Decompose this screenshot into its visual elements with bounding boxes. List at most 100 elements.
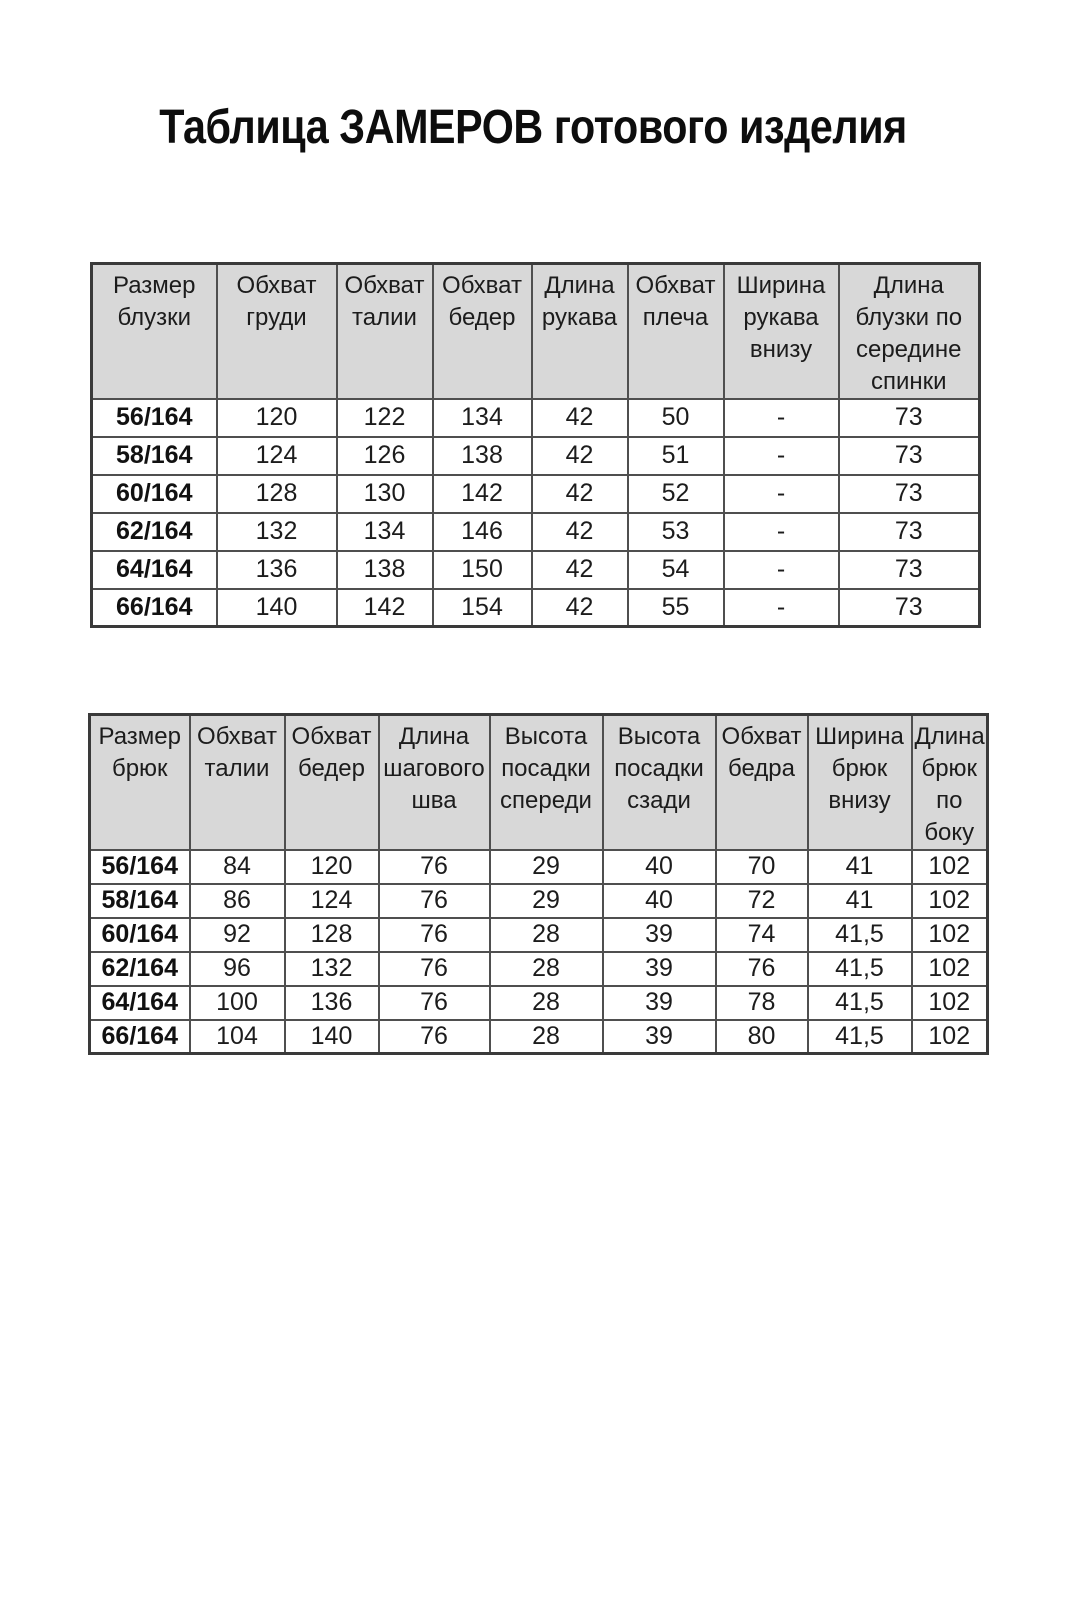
table-row: 64/164 100 136 76 28 39 78 41,5 102 <box>88 984 989 1021</box>
value-cell: 150 <box>431 549 533 590</box>
value-cell: 132 <box>215 511 338 552</box>
value-cell: 41 <box>806 882 913 919</box>
value-cell: 42 <box>530 587 629 628</box>
table-row: 56/164 84 120 76 29 40 70 41 102 <box>88 848 989 885</box>
value-cell: 128 <box>283 916 380 953</box>
value-cell: 136 <box>283 984 380 1021</box>
value-cell: 42 <box>530 511 629 552</box>
value-cell: - <box>722 397 840 438</box>
column-header: Обхват талии <box>335 262 434 400</box>
value-cell: 41,5 <box>806 950 913 987</box>
value-cell: 134 <box>335 511 434 552</box>
column-header: Размер блузки <box>90 262 218 400</box>
value-cell: 78 <box>714 984 809 1021</box>
column-header: Длина рукава <box>530 262 629 400</box>
value-cell: 28 <box>488 1018 604 1055</box>
value-cell: 41,5 <box>806 916 913 953</box>
value-cell: 102 <box>910 950 989 987</box>
value-cell: 130 <box>335 473 434 514</box>
size-cell: 62/164 <box>90 511 218 552</box>
value-cell: 76 <box>377 916 491 953</box>
value-cell: 102 <box>910 916 989 953</box>
value-cell: 120 <box>215 397 338 438</box>
value-cell: 122 <box>335 397 434 438</box>
value-cell: 53 <box>626 511 725 552</box>
column-header: Высота посадки сзади <box>601 713 717 851</box>
table-row: 64/164 136 138 150 42 54-73 <box>90 549 981 590</box>
header-row: Размер брюк Обхват талии Обхват бедер Длина… <box>88 713 989 851</box>
value-cell: 76 <box>377 1018 491 1055</box>
size-cell: 62/164 <box>88 950 191 987</box>
column-header: Обхват плеча <box>626 262 725 400</box>
value-cell: 86 <box>188 882 286 919</box>
value-cell: 120 <box>283 848 380 885</box>
value-cell: - <box>722 587 840 628</box>
value-cell: 41 <box>806 848 913 885</box>
column-header: Длина шагового шва <box>377 713 491 851</box>
value-cell: 73 <box>837 587 981 628</box>
value-cell: 138 <box>335 549 434 590</box>
value-cell: 124 <box>215 435 338 476</box>
table-row: 62/164 132 134 146 42 53-73 <box>90 511 981 552</box>
value-cell: 76 <box>377 950 491 987</box>
value-cell: 52 <box>626 473 725 514</box>
value-cell: 39 <box>601 916 717 953</box>
value-cell: 50 <box>626 397 725 438</box>
value-cell: 74 <box>714 916 809 953</box>
value-cell: 39 <box>601 984 717 1021</box>
value-cell: 146 <box>431 511 533 552</box>
column-header: Длина брюк по боку <box>910 713 989 851</box>
value-cell: 128 <box>215 473 338 514</box>
size-cell: 56/164 <box>88 848 191 885</box>
column-header: Обхват бедер <box>283 713 380 851</box>
value-cell: 73 <box>837 397 981 438</box>
size-cell: 58/164 <box>90 435 218 476</box>
value-cell: 29 <box>488 882 604 919</box>
value-cell: 55 <box>626 587 725 628</box>
value-cell: 154 <box>431 587 533 628</box>
value-cell: 76 <box>714 950 809 987</box>
size-cell: 66/164 <box>90 587 218 628</box>
value-cell: 100 <box>188 984 286 1021</box>
column-header: Обхват бедра <box>714 713 809 851</box>
value-cell: 41,5 <box>806 1018 913 1055</box>
value-cell: - <box>722 473 840 514</box>
value-cell: 29 <box>488 848 604 885</box>
value-cell: - <box>722 549 840 590</box>
column-header: Ширина брюк внизу <box>806 713 913 851</box>
size-cell: 58/164 <box>88 882 191 919</box>
value-cell: 39 <box>601 950 717 987</box>
value-cell: 140 <box>215 587 338 628</box>
value-cell: 42 <box>530 473 629 514</box>
table-row: 56/164 120 122 134 42 50-73 <box>90 397 981 438</box>
value-cell: 70 <box>714 848 809 885</box>
value-cell: 73 <box>837 473 981 514</box>
value-cell: 84 <box>188 848 286 885</box>
value-cell: - <box>722 435 840 476</box>
page-title: Таблица ЗАМЕРОВ готового изделия <box>159 101 907 154</box>
table-row: 66/164 140 142 154 42 55-73 <box>90 587 981 628</box>
value-cell: 76 <box>377 848 491 885</box>
value-cell: 142 <box>431 473 533 514</box>
value-cell: 28 <box>488 984 604 1021</box>
value-cell: 124 <box>283 882 380 919</box>
value-cell: 80 <box>714 1018 809 1055</box>
value-cell: 134 <box>431 397 533 438</box>
value-cell: 42 <box>530 397 629 438</box>
table-row: 60/164 92 128 76 28 39 74 41,5 102 <box>88 916 989 953</box>
column-header: Обхват груди <box>215 262 338 400</box>
value-cell: 28 <box>488 916 604 953</box>
value-cell: 28 <box>488 950 604 987</box>
size-cell: 60/164 <box>88 916 191 953</box>
value-cell: 102 <box>910 882 989 919</box>
blouse-measurements-table: Размер блузки Обхват груди Обхват талии Обх… <box>90 262 981 629</box>
column-header: Размер брюк <box>88 713 191 851</box>
value-cell: 138 <box>431 435 533 476</box>
value-cell: 104 <box>188 1018 286 1055</box>
value-cell: 136 <box>215 549 338 590</box>
value-cell: 73 <box>837 511 981 552</box>
value-cell: 140 <box>283 1018 380 1055</box>
column-header: Обхват бедер <box>431 262 533 400</box>
size-cell: 56/164 <box>90 397 218 438</box>
